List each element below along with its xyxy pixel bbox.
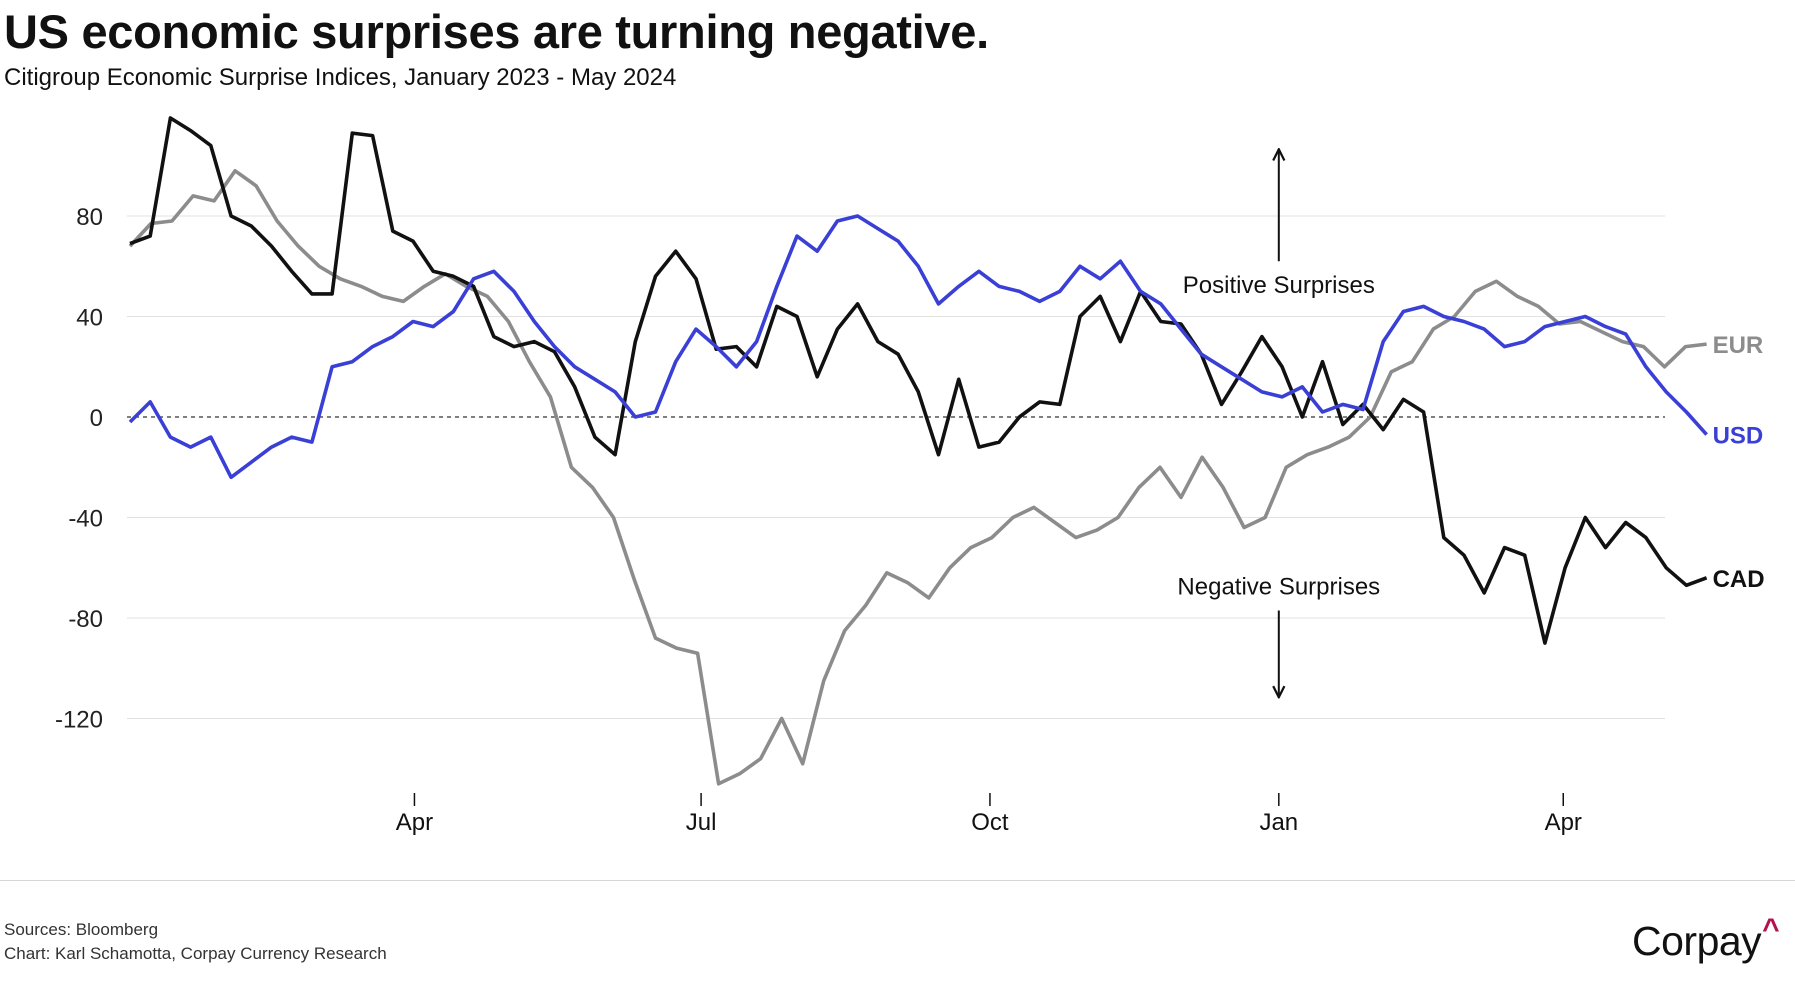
- x-tick-label: Oct: [971, 809, 1009, 836]
- caret-icon: ^: [1762, 913, 1780, 946]
- series-label-cad: CAD: [1713, 566, 1765, 593]
- series-labels: EUR CAD USD: [1713, 332, 1765, 593]
- y-tick-label: 0: [90, 405, 103, 432]
- chart-subtitle: Citigroup Economic Surprise Indices, Jan…: [4, 64, 676, 92]
- logo-wordmark: Corpay: [1632, 918, 1762, 964]
- x-tick-label: Jan: [1259, 809, 1298, 836]
- line-chart: 80 40 0 -40 -80 -120 Apr Jul Oct Jan Apr Positive…: [55, 116, 1765, 836]
- subtitle-date-range: January 2023 - May 2024: [397, 64, 677, 91]
- series-label-usd: USD: [1713, 423, 1764, 450]
- y-tick-label: -40: [68, 506, 103, 533]
- x-tick-label: Jul: [686, 809, 717, 836]
- y-tick-label: -80: [68, 606, 103, 633]
- y-tick-label: 40: [76, 305, 103, 332]
- annotation-label: Positive Surprises: [1183, 272, 1375, 299]
- footer-separator: [0, 880, 1795, 881]
- series-lines: [128, 116, 1708, 786]
- x-tick-label: Apr: [396, 809, 433, 836]
- y-tick-label: 80: [76, 204, 103, 231]
- annotations: Positive Surprises Negative Surprises: [1177, 151, 1380, 696]
- series-line-cad: [129, 116, 1708, 645]
- annotation-label: Negative Surprises: [1177, 573, 1380, 600]
- corpay-logo: Corpay^: [1632, 913, 1780, 965]
- series-label-eur: EUR: [1713, 332, 1764, 359]
- x-axis-ticks: Apr Jul Oct Jan Apr: [396, 793, 1582, 836]
- x-tick-label: Apr: [1545, 809, 1582, 836]
- series-line-eur: [128, 169, 1707, 786]
- gridlines: [127, 215, 1665, 719]
- subtitle-source: Citigroup Economic Surprise Indices,: [4, 64, 398, 91]
- credit-note: Chart: Karl Schamotta, Corpay Currency R…: [4, 944, 387, 963]
- chart-title: US economic surprises are turning negati…: [4, 5, 989, 58]
- y-axis-ticks: 80 40 0 -40 -80 -120: [55, 204, 103, 734]
- sources-note: Sources: Bloomberg: [4, 920, 159, 939]
- footer-notes: Sources: Bloomberg Chart: Karl Schamotta…: [4, 918, 387, 966]
- series-line-usd: [128, 214, 1708, 480]
- y-tick-label: -120: [55, 707, 103, 734]
